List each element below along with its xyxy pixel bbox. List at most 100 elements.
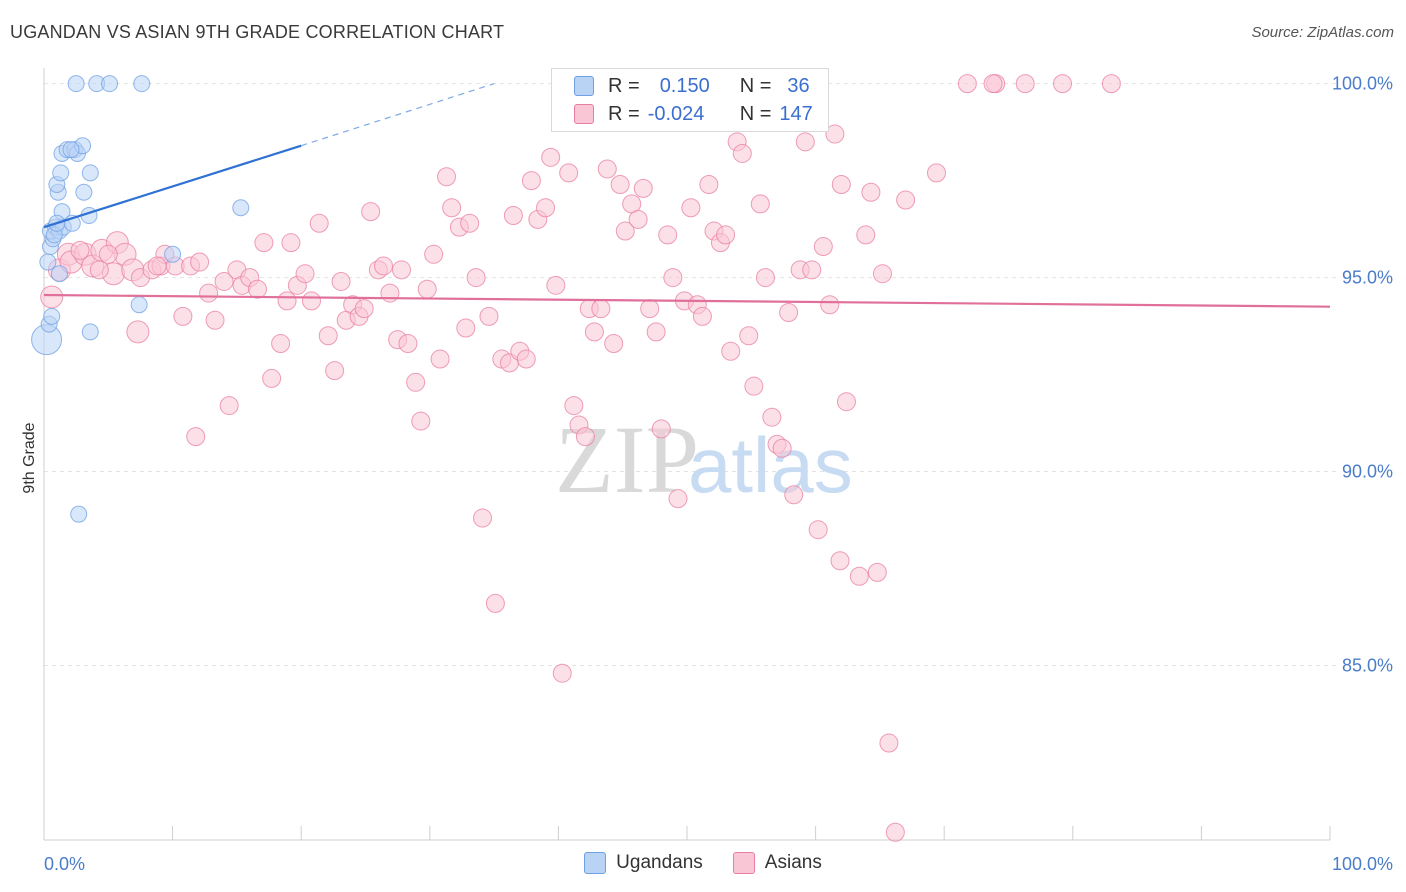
asians-point	[392, 260, 412, 280]
ugandans-point	[130, 296, 148, 314]
asians-point	[295, 264, 315, 284]
asians-r-value: -0.024	[647, 102, 705, 125]
asians-point	[479, 306, 499, 326]
y-tick-label: 85.0%	[1342, 655, 1393, 675]
asians-point	[546, 275, 566, 295]
asians-point	[856, 225, 876, 245]
asians-legend-swatch	[732, 852, 755, 874]
chart-title: UGANDAN VS ASIAN 9TH GRADE CORRELATION C…	[10, 22, 505, 42]
y-axis-label: 9th Grade	[21, 422, 38, 493]
correlation-legend: R = 0.150 N = 36 R = -0.024 N = 147	[551, 68, 829, 132]
ugandans-point	[81, 323, 99, 341]
asians-point	[70, 240, 90, 260]
asians-point	[867, 562, 887, 582]
asians-point	[40, 285, 64, 309]
asians-swatch	[574, 104, 594, 124]
ugandans-point	[52, 164, 70, 182]
asians-point	[516, 349, 536, 369]
asians-point	[411, 411, 431, 431]
asians-point	[126, 320, 150, 344]
asians-point	[186, 427, 206, 447]
asians-point	[628, 209, 648, 229]
asians-point	[957, 74, 977, 94]
asians-point	[361, 202, 381, 222]
ugandans-point	[70, 505, 88, 523]
asians-point	[610, 174, 630, 194]
asians-point	[755, 268, 775, 288]
asians-trend-line	[43, 293, 1331, 308]
asians-point	[784, 485, 804, 505]
asians-point	[205, 310, 225, 330]
asians-point	[536, 198, 556, 218]
ugandans-point	[62, 141, 80, 159]
asians-point	[739, 326, 759, 346]
asians-point	[861, 182, 881, 202]
ugandans-swatch	[574, 76, 594, 96]
asians-point	[615, 221, 635, 241]
asians-point	[437, 167, 457, 187]
asians-point	[646, 322, 666, 342]
asians-point	[354, 299, 374, 319]
asians-point	[1053, 74, 1073, 94]
asians-point	[699, 174, 719, 194]
legend-item-ugandans[interactable]: Ugandans	[584, 852, 703, 874]
asians-r-label: R =	[608, 102, 640, 125]
asians-point	[380, 283, 400, 303]
asians-point	[1101, 74, 1121, 94]
ugandans-point	[133, 75, 151, 93]
ugandans-point	[232, 199, 250, 217]
asians-point	[983, 74, 1003, 94]
asians-point	[896, 190, 916, 210]
asians-n-value: 147	[779, 102, 813, 125]
asians-point	[872, 264, 892, 284]
x-tick-label-max: 100.0%	[1332, 854, 1393, 874]
asians-point	[485, 593, 505, 613]
asians-n-label: N =	[739, 102, 772, 125]
asians-point	[651, 419, 671, 439]
y-tick-label: 100.0%	[1332, 74, 1393, 94]
asians-point	[1015, 74, 1035, 94]
asians-point	[808, 520, 828, 540]
legend-item-asians[interactable]: Asians	[732, 852, 822, 874]
legend-row-ugandans: R = 0.150 N = 36	[574, 73, 810, 99]
asians-point	[374, 256, 394, 276]
asians-point	[271, 334, 291, 354]
asians-point	[521, 171, 541, 191]
asians-point	[503, 206, 523, 226]
asians-point	[564, 396, 584, 416]
asians-point	[716, 225, 736, 245]
ugandans-point	[164, 245, 182, 263]
asians-point	[442, 198, 462, 218]
ugandans-r-label: R =	[608, 74, 640, 97]
ugandans-legend-label: Ugandans	[616, 852, 703, 873]
asians-point	[147, 256, 167, 276]
asians-point	[559, 163, 579, 183]
asians-point	[190, 252, 210, 272]
ugandans-r-value: 0.150	[659, 74, 710, 97]
asians-point	[98, 244, 118, 264]
asians-point	[575, 427, 595, 447]
series-legend: Ugandans Asians	[0, 852, 1406, 874]
asians-point	[813, 237, 833, 257]
asians-point	[779, 302, 799, 322]
asians-point	[926, 163, 946, 183]
asians-point	[836, 392, 856, 412]
ugandans-point	[101, 75, 119, 93]
asians-point	[214, 271, 234, 291]
asians-point	[254, 233, 274, 253]
ugandans-point	[50, 265, 68, 283]
asians-point	[802, 260, 822, 280]
x-tick-label-min: 0.0%	[44, 854, 85, 874]
watermark-atlas: atlas	[688, 421, 853, 509]
ugandans-point	[43, 307, 61, 325]
asians-point	[219, 396, 239, 416]
asians-point	[885, 822, 905, 842]
asians-point	[640, 299, 660, 319]
asians-point	[692, 306, 712, 326]
asians-point	[460, 213, 480, 233]
asians-point	[331, 271, 351, 291]
ugandans-point	[67, 75, 85, 93]
asians-point	[430, 349, 450, 369]
asians-point	[732, 143, 752, 163]
